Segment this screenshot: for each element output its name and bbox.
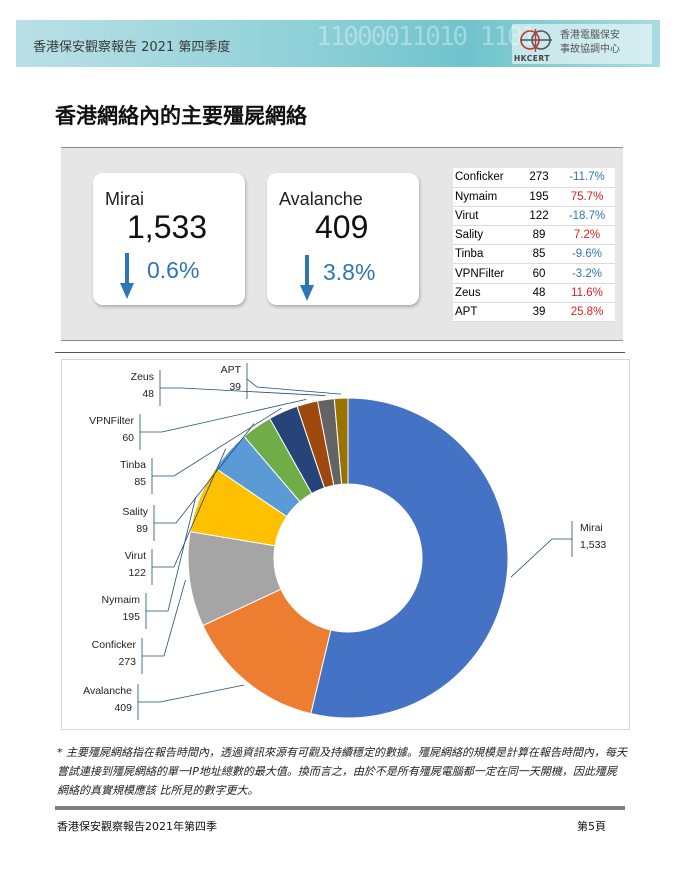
table-cell-count: 48 bbox=[519, 283, 559, 303]
table-cell-change: 75.7% bbox=[559, 187, 615, 207]
table-cell-change: 11.6% bbox=[559, 283, 615, 303]
table-cell-count: 195 bbox=[519, 187, 559, 207]
table-row: Nymaim 195 75.7% bbox=[453, 187, 615, 207]
report-header: 11000011010 1101 香港保安觀察報告 2021 第四季度 HKCE… bbox=[16, 20, 660, 67]
table-row: APT 39 25.8% bbox=[453, 302, 615, 323]
card-botnet-name: Avalanche bbox=[279, 189, 363, 209]
slice-value: 89 bbox=[136, 523, 148, 535]
botnet-doughnut-chart: Mirai 1,533 Avalanche 409 Conficker 273 Nymaim… bbox=[61, 359, 630, 730]
slice-label: Tinba bbox=[120, 459, 146, 471]
slice-label: Avalanche bbox=[83, 685, 132, 697]
chart-canvas: Mirai 1,533 Avalanche 409 Conficker 273 Nymaim… bbox=[83, 363, 606, 720]
card-change-percent: 0.6% bbox=[147, 257, 200, 283]
leader-line bbox=[152, 448, 227, 568]
table-cell-count: 89 bbox=[519, 225, 559, 246]
leader-line bbox=[140, 399, 307, 433]
down-arrow-icon bbox=[300, 255, 314, 301]
table-cell-name: Zeus bbox=[453, 283, 519, 303]
table-cell-change: -9.6% bbox=[559, 244, 615, 265]
card-botnet-name: Mirai bbox=[105, 189, 144, 209]
botnet-summary-panel: Mirai 1,533 0.6% Avalanche 409 3.8% Conf… bbox=[61, 147, 623, 341]
card-change-percent: 3.8% bbox=[323, 259, 376, 285]
donut-slice-mirai bbox=[310, 397, 509, 719]
table-row: VPNFilter 60 -3.2% bbox=[453, 263, 615, 284]
leader-line bbox=[154, 423, 255, 524]
table-cell-count: 122 bbox=[519, 206, 559, 227]
slice-value: 60 bbox=[122, 432, 134, 444]
hkcert-logo-icon bbox=[520, 29, 552, 52]
slice-value: 409 bbox=[114, 702, 132, 714]
leader-line bbox=[246, 378, 341, 395]
table-cell-change: 7.2% bbox=[559, 225, 615, 246]
slice-label: Sality bbox=[122, 506, 148, 518]
logo-name-line1: 香港電腦保安 bbox=[560, 30, 620, 41]
slice-value: 85 bbox=[134, 476, 146, 488]
header-binary-decoration: 11000011010 1101 bbox=[316, 22, 536, 52]
table-cell-name: Tinba bbox=[453, 244, 519, 265]
card-botnet-count: 1,533 bbox=[127, 209, 208, 245]
table-cell-count: 60 bbox=[519, 263, 559, 284]
footer-report-name: 香港保安觀察報告2021年第四季 bbox=[57, 820, 217, 833]
header-title: 香港保安觀察報告 2021 第四季度 bbox=[33, 40, 231, 55]
table-cell-name: VPNFilter bbox=[453, 263, 519, 284]
slice-value: 39 bbox=[229, 381, 241, 393]
footnote: * 主要殭屍網絡指在報告時間內，透過資訊來源有可觀及持續穩定的數據。殭屍網絡的規… bbox=[57, 746, 627, 797]
table-row: Sality 89 7.2% bbox=[453, 225, 615, 246]
table-cell-name: Conficker bbox=[453, 168, 519, 188]
slice-label: Conficker bbox=[92, 639, 137, 651]
botnet-stats-table: Conficker 273 -11.7% Nymaim 195 75.7% Virut 122… bbox=[453, 168, 615, 323]
leader-line bbox=[142, 579, 186, 657]
slice-value: 195 bbox=[122, 611, 140, 623]
table-cell-count: 273 bbox=[519, 168, 559, 188]
footer-page-number: 第5頁 bbox=[577, 820, 606, 833]
table-cell-name: Nymaim bbox=[453, 187, 519, 207]
leader-line bbox=[152, 407, 282, 477]
logo-caption: HKCERT bbox=[514, 54, 550, 63]
slice-label: Zeus bbox=[131, 371, 154, 383]
table-cell-count: 85 bbox=[519, 244, 559, 265]
table-cell-change: -3.2% bbox=[559, 263, 615, 284]
table-cell-change: -11.7% bbox=[559, 168, 615, 188]
slice-label: APT bbox=[221, 364, 242, 376]
table-row: Tinba 85 -9.6% bbox=[453, 244, 615, 265]
leader-line bbox=[510, 538, 572, 578]
slice-value: 1,533 bbox=[580, 539, 606, 551]
slice-label: Mirai bbox=[580, 522, 603, 534]
slice-value: 48 bbox=[142, 388, 154, 400]
leader-line bbox=[160, 387, 326, 396]
card-botnet-count: 409 bbox=[315, 209, 369, 245]
table-cell-name: Sality bbox=[453, 225, 519, 246]
slice-label: VPNFilter bbox=[89, 415, 134, 427]
hkcert-logo: HKCERT 香港電腦保安 事故協調中心 bbox=[512, 24, 652, 64]
card-avalanche: Avalanche 409 3.8% bbox=[267, 173, 419, 305]
table-cell-change: -18.7% bbox=[559, 206, 615, 227]
table-row: Virut 122 -18.7% bbox=[453, 206, 615, 227]
table-cell-name: Virut bbox=[453, 206, 519, 227]
leader-line bbox=[138, 684, 245, 703]
logo-organization-name: 香港電腦保安 事故協調中心 bbox=[560, 29, 620, 57]
down-arrow-icon bbox=[120, 253, 134, 299]
table-cell-name: APT bbox=[453, 302, 519, 323]
page-title: 香港網絡內的主要殭屍網絡 bbox=[55, 104, 307, 128]
slice-value: 273 bbox=[118, 656, 136, 668]
table-cell-count: 39 bbox=[519, 302, 559, 323]
logo-name-line2: 事故協調中心 bbox=[560, 44, 620, 55]
donut-slice-apt bbox=[333, 397, 349, 485]
leader-line bbox=[146, 497, 197, 612]
section-divider bbox=[55, 352, 625, 353]
table-row: Conficker 273 -11.7% bbox=[453, 168, 615, 188]
slice-label: Virut bbox=[125, 550, 146, 562]
slice-label: Nymaim bbox=[102, 594, 141, 606]
table-row: Zeus 48 11.6% bbox=[453, 283, 615, 303]
card-mirai: Mirai 1,533 0.6% bbox=[93, 173, 245, 305]
slice-value: 122 bbox=[128, 567, 146, 579]
footer-divider bbox=[55, 806, 625, 810]
table-cell-change: 25.8% bbox=[559, 302, 615, 323]
